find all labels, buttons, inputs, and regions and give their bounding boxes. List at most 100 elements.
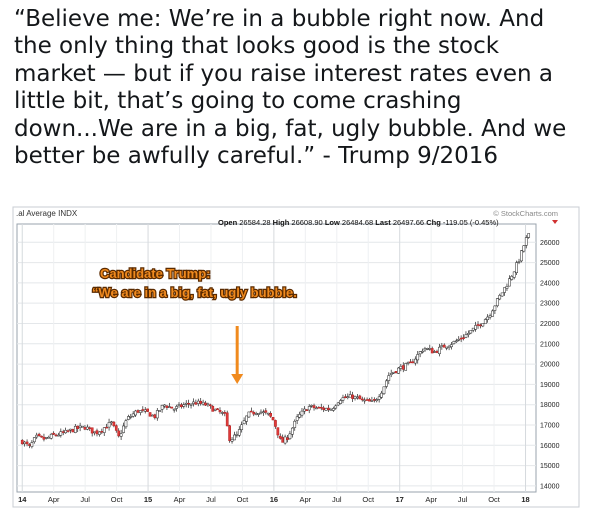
candle-up: [450, 344, 453, 348]
candle-down: [462, 337, 465, 339]
candle-up: [375, 399, 379, 402]
candle-up: [288, 433, 292, 440]
x-tick-label: Jul: [458, 495, 468, 504]
candle-up: [175, 406, 178, 409]
candle-up: [348, 394, 352, 398]
candle-down: [66, 430, 70, 432]
candle-up: [452, 341, 456, 344]
candle-up: [119, 433, 123, 437]
candle-down: [409, 361, 412, 364]
candle-down: [114, 425, 118, 431]
candle-up: [445, 346, 449, 349]
y-axis-ticks: 14000 15000 16000 17000 18000 19000 20000 21000…: [540, 240, 560, 491]
candle-down: [327, 407, 330, 410]
candle-down: [442, 344, 446, 348]
candle-down: [112, 421, 116, 427]
candle-down: [360, 398, 364, 401]
candle-down: [165, 405, 169, 408]
candle-up: [247, 411, 251, 418]
candle-up: [498, 295, 502, 300]
candle-down: [476, 324, 480, 326]
candle-up: [192, 401, 195, 404]
annotation-line-1: Candidate Trump:: [100, 266, 211, 281]
candle-up: [124, 420, 128, 428]
candle-up: [324, 408, 328, 411]
candle-up: [339, 400, 342, 404]
candle-up: [78, 425, 82, 428]
candle-down: [83, 427, 87, 430]
candle-up: [341, 397, 345, 401]
candle-up: [266, 412, 270, 415]
candle-down: [305, 409, 309, 412]
candle-down: [319, 406, 323, 409]
candle-up: [201, 401, 205, 405]
candle-up: [298, 414, 301, 418]
candle-up: [491, 310, 494, 317]
candle-down: [146, 408, 149, 412]
candle-down: [54, 434, 58, 437]
plot-area: [16, 223, 537, 493]
candle-up: [167, 406, 171, 408]
candle-up: [329, 409, 333, 411]
candle-down: [148, 412, 152, 417]
candle-down: [252, 411, 256, 415]
candle-up: [363, 399, 367, 402]
candle-up: [49, 433, 53, 439]
candle-up: [421, 350, 424, 353]
candle-up: [416, 354, 420, 361]
candle-down: [136, 410, 140, 413]
candle-down: [211, 406, 215, 412]
candle-up: [503, 287, 506, 293]
candle-up: [404, 363, 408, 371]
x-tick-label: Jul: [206, 495, 216, 504]
candle-down: [105, 426, 108, 429]
candle-down: [88, 427, 92, 429]
candle-down: [170, 406, 174, 409]
candle-up: [508, 278, 511, 287]
candle-down: [187, 402, 190, 405]
last-label: Last: [375, 218, 391, 227]
x-tick-label: Oct: [237, 495, 250, 504]
candle-up: [495, 298, 499, 307]
x-tick-label: Oct: [362, 495, 375, 504]
candle-down: [199, 400, 203, 404]
candle-up: [520, 250, 523, 262]
candle-up: [35, 434, 39, 438]
low-value: 26484.68: [342, 218, 373, 227]
candle-down: [411, 361, 415, 364]
candle-up: [389, 373, 393, 375]
candle-up: [107, 422, 111, 428]
candle-down: [71, 429, 75, 433]
annotation-line-2: “We are in a big, fat, ugly bubble.: [92, 285, 297, 300]
candle-up: [397, 367, 400, 374]
candle-up: [69, 428, 72, 431]
x-tick-label: Jul: [80, 495, 90, 504]
candle-up: [230, 439, 234, 442]
chart-title: .al Average INDX: [16, 209, 78, 218]
candle-up: [189, 403, 193, 406]
y-tick-label: 21000: [540, 341, 560, 348]
candle-down: [194, 402, 198, 405]
candle-down: [37, 433, 41, 436]
candle-up: [510, 276, 514, 280]
candle-up: [257, 413, 260, 415]
candle-up: [440, 345, 444, 348]
candle-up: [254, 413, 258, 415]
candle-down: [264, 410, 268, 413]
candle-up: [392, 371, 395, 374]
candle-up: [356, 396, 359, 399]
candle-down: [100, 431, 104, 433]
candle-up: [129, 416, 133, 418]
candle-up: [45, 437, 48, 439]
candle-up: [242, 420, 246, 424]
candle-up: [81, 425, 84, 428]
candle-down: [269, 413, 272, 417]
candle-down: [351, 394, 354, 399]
candle-down: [228, 425, 231, 441]
candle-up: [471, 327, 475, 331]
candle-up: [47, 436, 51, 439]
candle-up: [467, 333, 470, 335]
candle-up: [418, 351, 422, 355]
candle-up: [382, 386, 386, 394]
high-value: 26608.90: [291, 218, 322, 227]
